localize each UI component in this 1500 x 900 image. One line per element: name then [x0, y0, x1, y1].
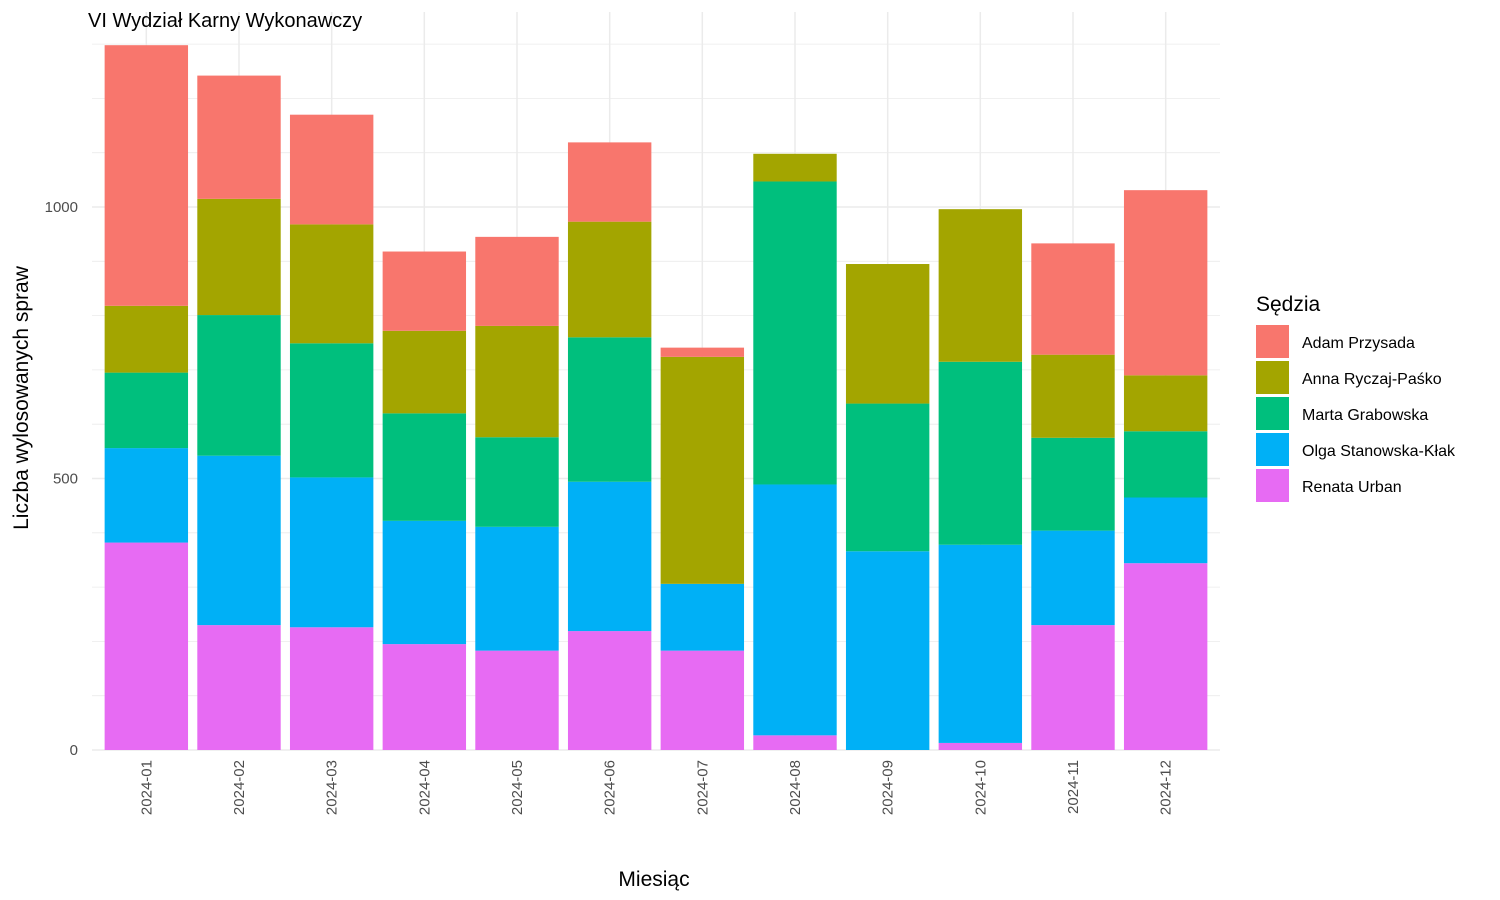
bar-segment: [567, 337, 652, 482]
bar-segment: [1031, 625, 1115, 750]
legend-label: Marta Grabowska: [1302, 407, 1428, 424]
bar-segment: [382, 644, 467, 750]
bar-segment: [197, 75, 281, 199]
y-axis-title: Liczba wylosowanych spraw: [10, 265, 33, 530]
x-tick-label: 2024-03: [324, 760, 341, 815]
bar-segment: [475, 650, 559, 750]
bar-segment: [104, 372, 189, 449]
bar-segment: [660, 347, 745, 357]
bar-segment: [289, 477, 374, 628]
bar-segment: [753, 181, 837, 485]
bar-segment: [938, 544, 1023, 743]
bar-segment: [567, 142, 652, 222]
chart-title: VI Wydział Karny Wykonawczy: [88, 10, 362, 32]
bar-segment: [104, 305, 189, 373]
x-tick-label: 2024-01: [138, 760, 155, 815]
bar-segment: [753, 484, 837, 736]
bar-segment: [938, 209, 1023, 362]
bar-segment: [567, 631, 652, 750]
y-axis-ticks: 0 500 1000: [45, 199, 78, 759]
bar-segment: [1123, 563, 1208, 750]
bar-segment: [845, 264, 930, 404]
x-tick-label: 2024-11: [1065, 760, 1082, 814]
bar-segment: [1123, 375, 1208, 432]
bar-segment: [382, 413, 467, 521]
legend-swatch: [1256, 325, 1289, 358]
bar-segment: [104, 45, 189, 306]
x-tick-label: 2024-04: [416, 760, 433, 815]
bar-segment: [197, 198, 281, 316]
x-tick-label: 2024-09: [880, 760, 897, 815]
bar-segment: [382, 330, 467, 414]
legend: Sędzia Adam Przysada Anna Ryczaj-Paśko Mar…: [1256, 293, 1456, 502]
bar-segment: [1031, 354, 1115, 438]
bar-segment: [1123, 497, 1208, 564]
bar-segment: [197, 315, 281, 456]
legend-label: Renata Urban: [1302, 479, 1402, 496]
bar-segment: [1123, 190, 1208, 376]
legend-title: Sędzia: [1256, 293, 1321, 316]
bar-segment: [660, 583, 745, 651]
bar-segment: [289, 224, 374, 344]
legend-swatch: [1256, 469, 1289, 502]
bar-segment: [289, 343, 374, 478]
y-tick-label: 500: [53, 471, 78, 488]
bar-segment: [475, 236, 559, 326]
x-axis-title: Miesiąc: [618, 868, 689, 891]
bar-segment: [475, 526, 559, 651]
bar-segment: [1123, 431, 1208, 498]
legend-swatch: [1256, 433, 1289, 466]
bar-segment: [475, 325, 559, 438]
bar-segment: [1031, 243, 1115, 355]
bar-segment: [197, 625, 281, 750]
bar-segment: [197, 455, 281, 626]
x-tick-label: 2024-05: [509, 760, 526, 815]
x-tick-label: 2024-08: [787, 760, 804, 815]
y-tick-label: 0: [70, 742, 78, 759]
bar-segment: [289, 627, 374, 750]
bar-segment: [567, 221, 652, 338]
x-axis-ticks: 2024-01 2024-02 2024-03 2024-04 2024-05 2024-…: [138, 760, 1174, 815]
bar-segment: [382, 251, 467, 331]
bar-segment: [475, 437, 559, 527]
bar-segment: [382, 520, 467, 645]
bar-segment: [1031, 437, 1115, 531]
legend-swatch: [1256, 361, 1289, 394]
bar-segment: [845, 403, 930, 552]
x-tick-label: 2024-02: [231, 760, 248, 815]
bar-segment: [104, 542, 189, 750]
bar-segment: [753, 735, 837, 750]
bar-segment: [938, 361, 1023, 545]
bar-segment: [104, 448, 189, 543]
bar-segment: [660, 356, 745, 584]
bar-segment: [1031, 530, 1115, 626]
x-tick-label: 2024-12: [1158, 760, 1175, 815]
bar-segment: [567, 481, 652, 632]
legend-swatch: [1256, 397, 1289, 430]
bars: [104, 45, 1208, 750]
x-tick-label: 2024-10: [972, 760, 989, 815]
x-tick-label: 2024-07: [694, 760, 711, 815]
legend-label: Anna Ryczaj-Paśko: [1302, 371, 1442, 388]
bar-segment: [753, 153, 837, 182]
legend-label: Adam Przysada: [1302, 335, 1415, 352]
x-tick-label: 2024-06: [602, 760, 619, 815]
legend-label: Olga Stanowska-Kłak: [1302, 443, 1456, 460]
bar-segment: [938, 742, 1023, 750]
bar-segment: [845, 551, 930, 750]
bar-segment: [289, 114, 374, 225]
bar-segment: [660, 650, 745, 750]
y-tick-label: 1000: [45, 199, 78, 216]
